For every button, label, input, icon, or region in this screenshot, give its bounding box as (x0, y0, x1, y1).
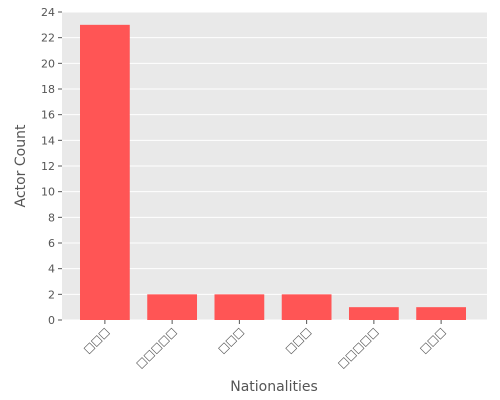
grid-lines (62, 11, 487, 321)
bars (80, 24, 466, 320)
y-tick-label: 2 (48, 288, 55, 301)
y-axis-title: Actor Count (13, 124, 29, 207)
bar (147, 294, 198, 320)
x-tick-label: □□□ (81, 325, 112, 356)
bar (281, 294, 332, 320)
x-tick-label: □□□ (215, 325, 246, 356)
y-tick-label: 4 (48, 263, 55, 276)
x-axis-ticks: □□□ □□□□□ □□□ □□□ □□□□□ □□□ (81, 320, 448, 371)
y-tick-label: 24 (41, 6, 55, 19)
y-tick-label: 16 (41, 109, 55, 122)
bar (214, 294, 265, 320)
x-tick-label: □□□ (417, 325, 448, 356)
x-tick-label: □□□ (282, 325, 313, 356)
y-tick-label: 8 (48, 211, 55, 224)
y-tick-label: 0 (48, 314, 55, 327)
y-tick-label: 6 (48, 237, 55, 250)
bar (416, 307, 466, 320)
bar (348, 307, 399, 320)
bar (80, 24, 130, 320)
y-tick-label: 18 (41, 83, 55, 96)
y-tick-label: 14 (41, 134, 55, 147)
x-axis-title: Nationalities (230, 379, 318, 395)
x-tick-label: □□□□□ (133, 325, 179, 371)
y-tick-label: 20 (41, 57, 55, 70)
y-tick-label: 10 (41, 186, 55, 199)
y-tick-label: 22 (41, 32, 55, 45)
y-tick-label: 12 (41, 160, 55, 173)
x-tick-label: □□□□□ (335, 325, 381, 371)
